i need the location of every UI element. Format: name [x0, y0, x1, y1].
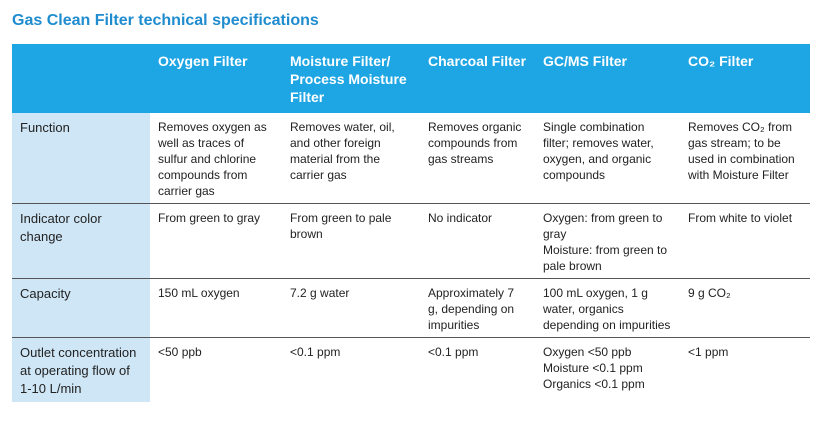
table-cell: From green to gray — [150, 203, 282, 279]
spec-table: Oxygen Filter Moisture Filter/ Process Mo… — [12, 44, 810, 402]
row-label: Capacity — [12, 278, 150, 338]
table-cell: Approximately 7 g, depending on impuriti… — [420, 278, 535, 338]
cell-line: Moisture: from green to pale brown — [543, 243, 668, 273]
table-cell: Oxygen <50 ppb Moisture <0.1 ppm Organics … — [535, 337, 680, 402]
row-label: Function — [12, 113, 150, 204]
cell-line: Oxygen: from green to gray — [543, 211, 663, 241]
header-corner — [12, 44, 150, 113]
table-cell: Removes organic compounds from gas strea… — [428, 120, 522, 166]
table-cell: <1 ppm — [680, 337, 810, 402]
table-cell: Single combination filter; removes water… — [543, 120, 654, 182]
table-row: Indicator color change From green to gray… — [12, 203, 810, 279]
table-cell: Oxygen: from green to gray Moisture: from… — [535, 203, 680, 279]
table-cell: 7.2 g water — [282, 278, 420, 338]
table-cell: 100 mL oxygen, 1 g water, organics depen… — [535, 278, 680, 338]
header-row: Oxygen Filter Moisture Filter/ Process Mo… — [12, 44, 810, 113]
cell-line: Organics <0.1 ppm — [543, 377, 645, 391]
column-header: Moisture Filter/ Process Moisture Filter — [282, 44, 420, 113]
table-cell: Removes water, oil, and other foreign ma… — [290, 120, 395, 182]
column-header: Oxygen Filter — [150, 44, 282, 113]
column-header: GC/MS Filter — [535, 44, 680, 113]
column-header: Charcoal Filter — [420, 44, 535, 113]
title: Gas Clean Filter technical specification… — [12, 12, 319, 29]
cell-line: Moisture <0.1 ppm — [543, 361, 643, 375]
table-row: Capacity 150 mL oxygen 7.2 g water Approxim… — [12, 278, 810, 338]
table-cell: From white to violet — [680, 203, 810, 279]
table-row: Outlet concentration at operating flow o… — [12, 337, 810, 402]
table-cell: Removes CO₂ from gas stream; to be used … — [688, 120, 795, 182]
table-cell: <50 ppb — [150, 337, 282, 402]
table-cell: <0.1 ppm — [282, 337, 420, 402]
table-row: Function Removes oxygen as well as traces… — [12, 113, 810, 204]
table-cell: No indicator — [420, 203, 535, 279]
table-cell: <0.1 ppm — [420, 337, 535, 402]
cell-line: Oxygen <50 ppb — [543, 345, 632, 359]
table-cell: 150 mL oxygen — [150, 278, 282, 338]
table-cell: From green to pale brown — [282, 203, 420, 279]
table-cell: Removes oxygen as well as traces of sulf… — [158, 120, 267, 198]
table-cell: 9 g CO₂ — [680, 278, 810, 338]
row-label: Outlet concentration at operating flow o… — [12, 337, 150, 402]
row-label: Indicator color change — [12, 203, 150, 279]
column-header: CO₂ Filter — [680, 44, 810, 113]
